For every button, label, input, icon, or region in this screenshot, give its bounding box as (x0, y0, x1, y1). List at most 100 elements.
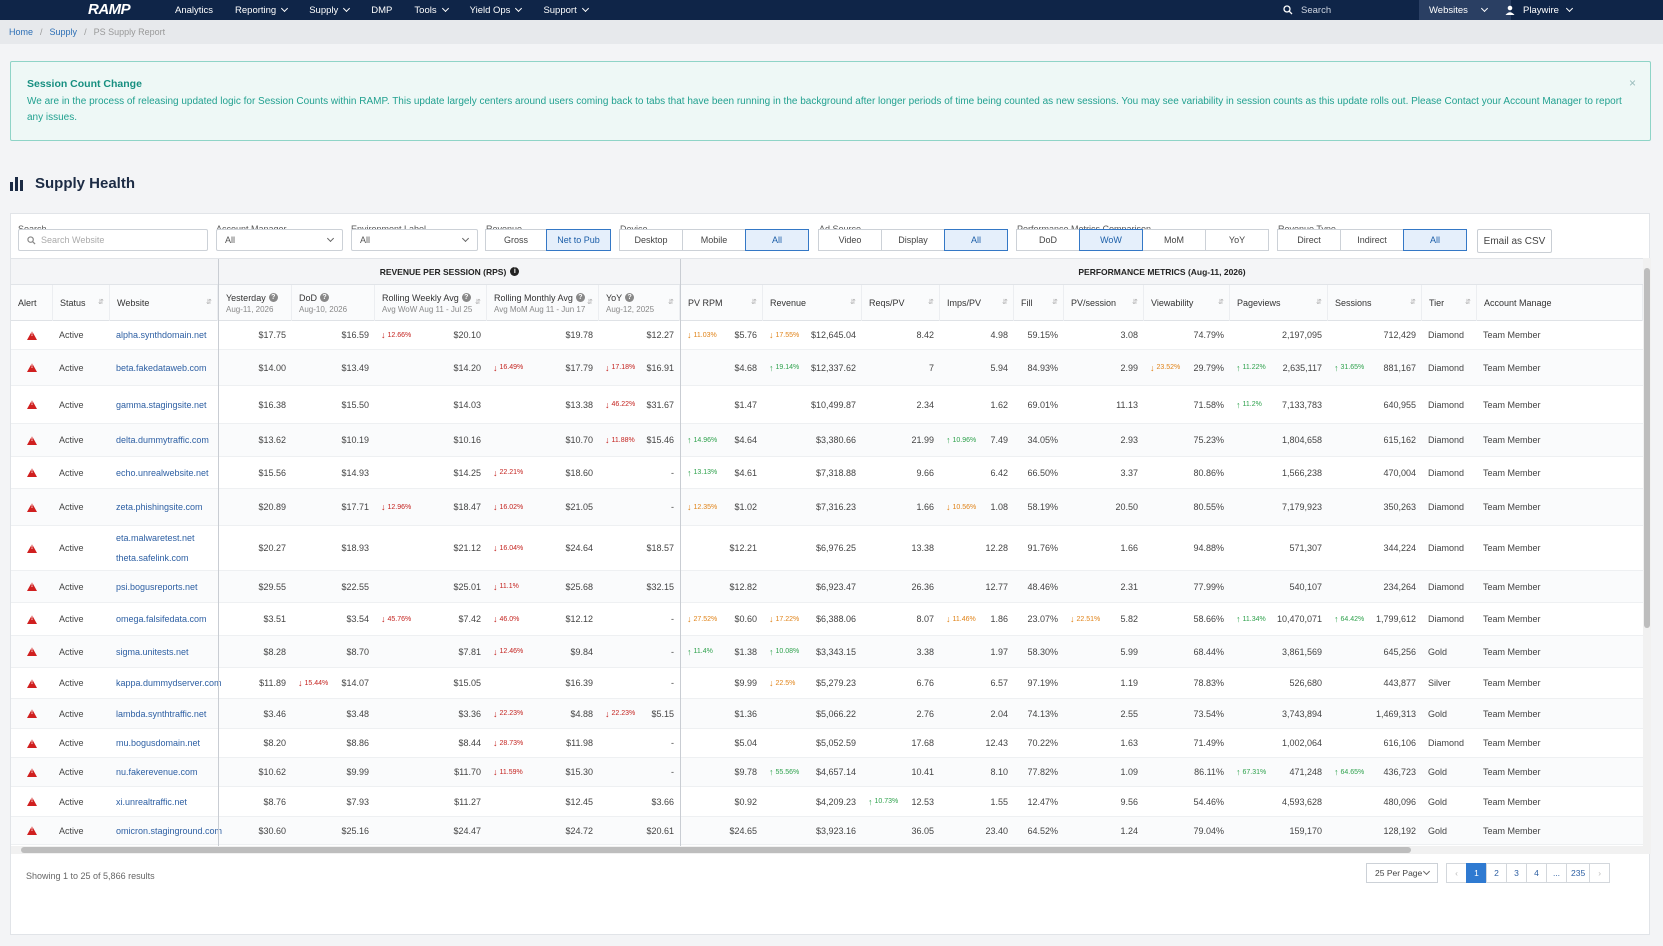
sort-icon[interactable]: ⇵ (668, 299, 674, 306)
adsource-video-button[interactable]: Video (818, 229, 882, 251)
sort-icon[interactable]: ⇵ (1052, 299, 1058, 306)
device-desktop-button[interactable]: Desktop (619, 229, 683, 251)
col-header-sessions[interactable]: Sessions ⇵ (1328, 285, 1422, 321)
table-row[interactable]: Active eta.malwaretest.net theta.safelink.… (11, 526, 1651, 571)
sort-icon[interactable]: ⇵ (206, 299, 212, 306)
vertical-scrollbar[interactable] (1643, 258, 1651, 846)
help-icon[interactable]: ? (575, 293, 585, 302)
table-row[interactable]: Active echo.unrealwebsite.net $15.56 $14.93… (11, 457, 1651, 489)
warning-icon[interactable] (27, 400, 37, 409)
revenue-gross-button[interactable]: Gross (485, 229, 547, 251)
col-header-pageviews[interactable]: Pageviews ⇵ (1230, 285, 1328, 321)
col-header-revenue[interactable]: Revenue ⇵ (763, 285, 862, 321)
warning-icon[interactable] (27, 363, 37, 372)
nav-tools[interactable]: Tools (414, 5, 449, 16)
warning-icon[interactable] (27, 678, 37, 688)
warning-icon[interactable] (27, 614, 37, 624)
next-page-button[interactable]: › (1589, 863, 1611, 883)
website-link[interactable]: omega.falsifedata.com (116, 614, 207, 624)
col-header-rwa[interactable]: Rolling Weekly Avg? Avg WoW Aug 11 - Jul … (375, 285, 487, 321)
table-row[interactable]: Activekappa.dummydserver.com$11.89↓15.44… (11, 668, 1651, 699)
nav-supply[interactable]: Supply (309, 5, 351, 16)
help-icon[interactable]: ? (268, 293, 278, 302)
website-link[interactable]: mu.bogusdomain.net (116, 738, 201, 748)
perf-wow-button[interactable]: WoW (1079, 229, 1143, 251)
sort-icon[interactable]: ⇵ (1410, 299, 1416, 306)
table-row[interactable]: Active nu.fakerevenue.com $10.62 $9.99 $11.7… (11, 758, 1651, 787)
perf-yoy-button[interactable]: YoY (1205, 229, 1269, 251)
website-link[interactable]: beta.fakedataweb.com (116, 362, 207, 373)
warning-icon[interactable] (27, 647, 37, 656)
nav-analytics[interactable]: Analytics (175, 5, 213, 16)
table-row[interactable]: Active zeta.phishingsite.com $20.89 $17.71 ↓… (11, 489, 1651, 526)
nav-reporting[interactable]: Reporting (235, 5, 289, 16)
per-page-select[interactable]: 25 Per Page (1366, 863, 1438, 883)
col-header-reqspv[interactable]: Reqs/PV ⇵ (862, 285, 940, 321)
page-button[interactable]: 4 (1526, 863, 1547, 883)
warning-icon[interactable] (27, 797, 37, 806)
col-header-rma[interactable]: Rolling Monthly Avg? Avg MoM Aug 11 - Jun… (487, 285, 599, 321)
table-row[interactable]: Active delta.dummytraffic.com $13.62 $10.19… (11, 424, 1651, 457)
col-header-website[interactable]: Website ⇵ (110, 285, 218, 321)
col-header-impspv[interactable]: Imps/PV ⇵ (940, 285, 1014, 321)
warning-icon[interactable] (27, 435, 37, 445)
website-link[interactable]: sigma.unitests.net (116, 646, 189, 657)
revenue-net-button[interactable]: Net to Pub (546, 229, 611, 251)
adsource-all-button[interactable]: All (944, 229, 1008, 251)
col-header-yoy[interactable]: YoY? Aug-12, 2025 ⇵ (599, 285, 680, 321)
warning-icon[interactable] (27, 330, 37, 340)
table-row[interactable]: Active lambda.synthtraffic.net $3.46 $3.48 $… (11, 699, 1651, 729)
website-link[interactable]: echo.unrealwebsite.net (116, 467, 209, 478)
website-link[interactable]: eta.malwaretest.net (116, 533, 195, 543)
breadcrumb-supply[interactable]: Supply (49, 27, 78, 37)
help-icon[interactable]: ? (320, 293, 330, 302)
email-csv-button[interactable]: Email as CSV (1477, 229, 1552, 253)
device-all-button[interactable]: All (745, 229, 809, 251)
website-link[interactable]: gamma.stagingsite.net (116, 399, 207, 410)
global-search-input[interactable]: Search (1301, 4, 1332, 16)
website-link[interactable]: omicron.staginground.com (116, 825, 223, 836)
perf-dod-button[interactable]: DoD (1016, 229, 1080, 251)
website-link[interactable]: delta.dummytraffic.com (116, 435, 209, 445)
revtype-all-button[interactable]: All (1403, 229, 1467, 251)
col-header-pvrpm[interactable]: PV RPM ⇵ (681, 285, 763, 321)
col-header-tier[interactable]: Tier ⇵ (1422, 285, 1477, 321)
table-row[interactable]: Active sigma.unitests.net $8.28 $8.70 $7.81 ↓… (11, 636, 1651, 668)
global-search[interactable]: Search (1283, 0, 1331, 20)
website-link[interactable]: nu.fakerevenue.com (116, 767, 198, 777)
warning-icon[interactable] (27, 767, 37, 777)
website-search-input[interactable]: Search Website (18, 229, 208, 251)
revtype-indirect-button[interactable]: Indirect (1340, 229, 1404, 251)
environment-select[interactable]: All (351, 229, 478, 251)
website-link[interactable]: alpha.synthdomain.net (116, 330, 207, 340)
sort-icon[interactable]: ⇵ (1316, 299, 1322, 306)
nav-support[interactable]: Support (543, 5, 589, 16)
col-header-viewability[interactable]: Viewability ⇵ (1144, 285, 1230, 321)
sort-icon[interactable]: ⇵ (928, 299, 934, 306)
perf-mom-button[interactable]: MoM (1142, 229, 1206, 251)
sort-icon[interactable]: ⇵ (1002, 299, 1008, 306)
page-button[interactable]: 235 (1566, 863, 1591, 883)
sort-icon[interactable]: ⇵ (1218, 299, 1224, 306)
info-icon[interactable]: i (510, 267, 520, 276)
close-icon[interactable]: × (1628, 76, 1636, 90)
website-link[interactable]: theta.safelink.com (116, 553, 189, 563)
warning-icon[interactable] (27, 826, 37, 835)
websites-dropdown[interactable]: Websites (1419, 0, 1511, 20)
page-button[interactable]: ... (1546, 863, 1567, 883)
help-icon[interactable]: ? (461, 293, 471, 302)
col-header-pvsession[interactable]: PV/session ⇵ (1064, 285, 1144, 321)
user-menu[interactable]: Playwire (1505, 0, 1573, 20)
col-header-status[interactable]: Status ⇵ (53, 285, 110, 321)
sort-icon[interactable]: ⇵ (850, 299, 856, 306)
prev-page-button[interactable]: ‹ (1446, 863, 1467, 883)
breadcrumb-home[interactable]: Home (9, 27, 34, 37)
warning-icon[interactable] (27, 709, 37, 718)
col-header-fill[interactable]: Fill ⇵ (1014, 285, 1064, 321)
table-row[interactable]: Active gamma.stagingsite.net $16.38 $15.50 $… (11, 386, 1651, 424)
table-row[interactable]: Active omicron.staginground.com $30.60 $25.… (11, 817, 1651, 845)
table-row[interactable]: Activeomega.falsifedata.com$3.51$3.54↓45… (11, 603, 1651, 636)
adsource-display-button[interactable]: Display (881, 229, 945, 251)
warning-icon[interactable] (27, 468, 37, 477)
account-manager-select[interactable]: All (216, 229, 343, 251)
